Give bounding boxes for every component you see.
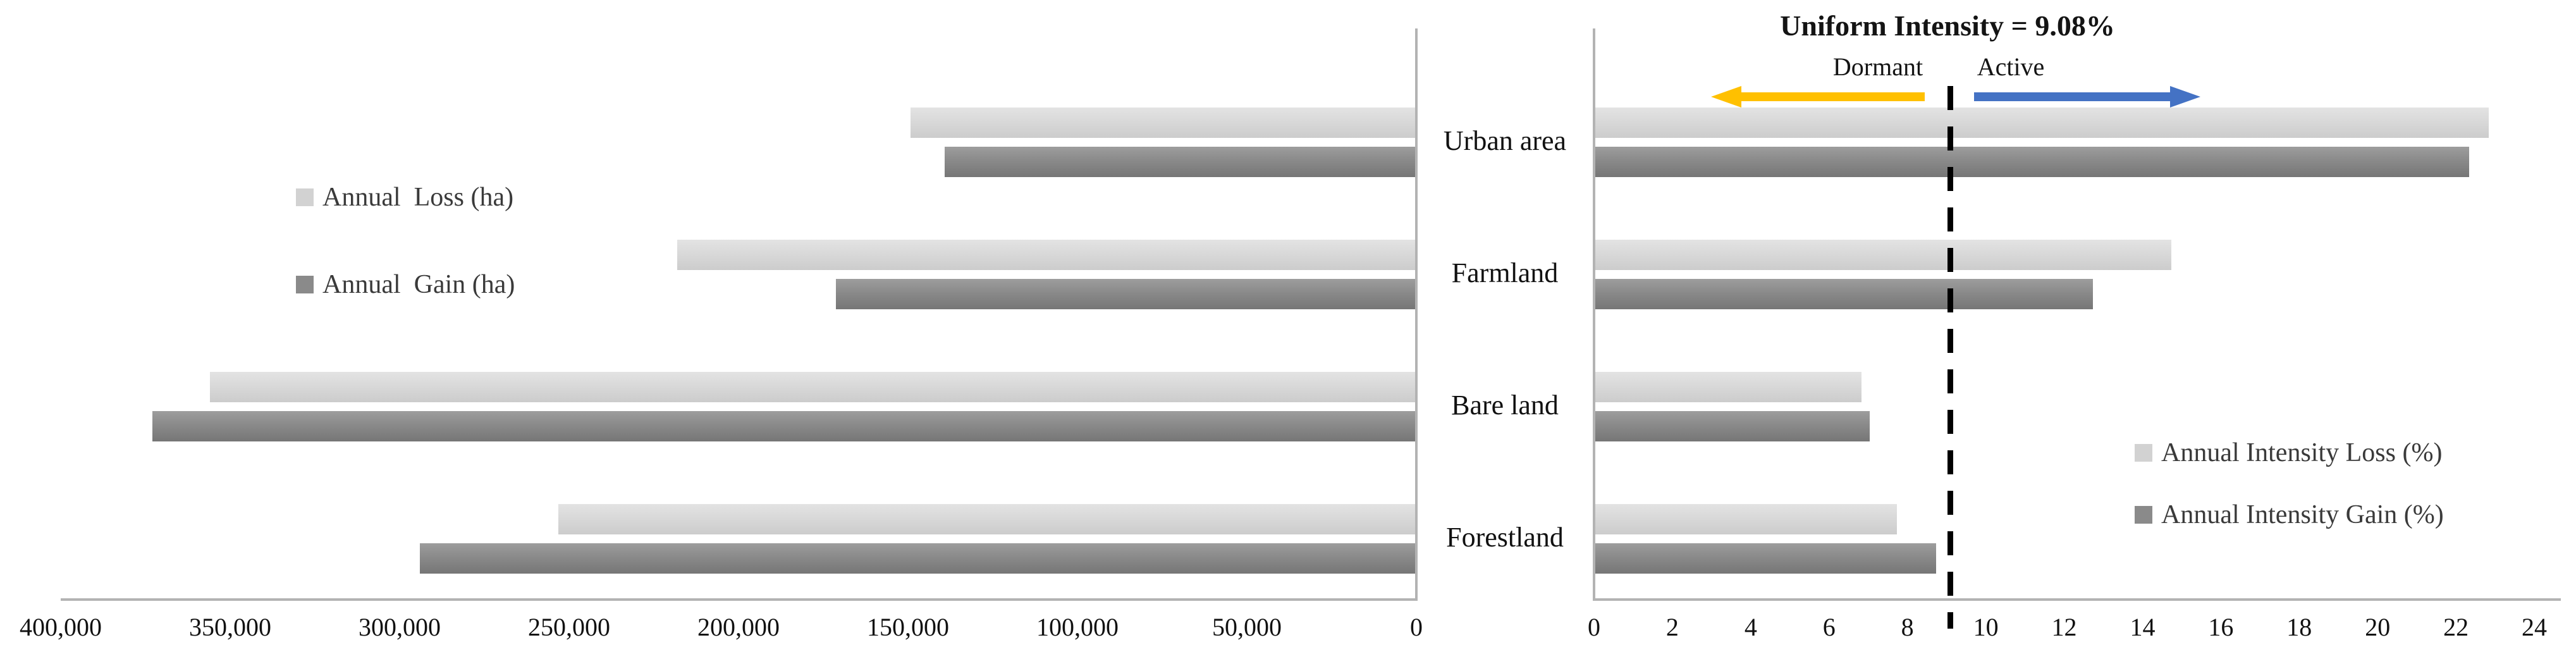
intensity-x-tick-20: 20 bbox=[2365, 613, 2391, 641]
annual-loss-swatch-icon bbox=[296, 188, 314, 206]
legend-item-intensity-gain: Annual Intensity Gain (%) bbox=[2135, 500, 2444, 530]
dormant-arrow-icon bbox=[1740, 92, 1925, 101]
bar-gain-intensity-bare-land bbox=[1595, 411, 1870, 441]
intensity-y-axis-line bbox=[1593, 28, 1595, 601]
area-x-tick-0: 0 bbox=[1410, 613, 1423, 641]
bar-gain-intensity-urban-area bbox=[1595, 147, 2469, 177]
annual-loss-label: Annual Loss (ha) bbox=[322, 183, 514, 212]
intensity-loss-label: Annual Intensity Loss (%) bbox=[2161, 438, 2443, 467]
intensity-x-tick-6: 6 bbox=[1822, 613, 1836, 641]
bar-loss-farmland bbox=[677, 240, 1415, 270]
intensity-x-tick-24: 24 bbox=[2522, 613, 2548, 641]
legend-item-annual-loss-ha: Annual Loss (ha) bbox=[296, 182, 513, 212]
intensity-x-tick-4: 4 bbox=[1744, 613, 1757, 641]
intensity-gain-label: Annual Intensity Gain (%) bbox=[2161, 500, 2444, 529]
intensity-x-tick-12: 12 bbox=[2051, 613, 2077, 641]
intensity-x-tick-0: 0 bbox=[1588, 613, 1600, 641]
bar-gain-urban-area bbox=[944, 147, 1415, 177]
area-x-tick-200-000: 200,000 bbox=[697, 613, 780, 641]
intensity-gain-swatch-icon bbox=[2135, 506, 2152, 524]
active-zone-label: Active bbox=[1977, 52, 2045, 81]
bar-loss-bare-land bbox=[209, 372, 1415, 402]
bar-gain-intensity-farmland bbox=[1595, 279, 2093, 309]
annual-gain-swatch-icon bbox=[296, 276, 314, 293]
active-arrow-icon bbox=[1974, 92, 2170, 101]
bar-gain-intensity-forestland bbox=[1595, 543, 1937, 574]
intensity-x-tick-8: 8 bbox=[1901, 613, 1914, 641]
bar-loss-intensity-farmland bbox=[1595, 240, 2171, 270]
bar-gain-farmland bbox=[836, 279, 1415, 309]
category-label-forestland: Forestland bbox=[1446, 522, 1564, 553]
bar-loss-urban-area bbox=[911, 108, 1415, 138]
bar-gain-forestland bbox=[419, 543, 1415, 574]
area-x-tick-400-000: 400,000 bbox=[20, 613, 102, 641]
category-label-bare-land: Bare land bbox=[1451, 390, 1559, 421]
intensity-loss-swatch-icon bbox=[2135, 444, 2152, 462]
annual-gain-label: Annual Gain (ha) bbox=[322, 270, 515, 299]
area-x-tick-150-000: 150,000 bbox=[867, 613, 949, 641]
legend-item-annual-gain-ha: Annual Gain (ha) bbox=[296, 269, 515, 300]
dormant-zone-label: Dormant bbox=[1832, 52, 1923, 81]
area-right-boundary-line bbox=[1415, 28, 1418, 601]
intensity-x-tick-10: 10 bbox=[1973, 613, 1999, 641]
area-x-tick-300-000: 300,000 bbox=[359, 613, 441, 641]
bar-loss-intensity-urban-area bbox=[1595, 108, 2489, 138]
area-x-tick-50-000: 50,000 bbox=[1212, 613, 1282, 641]
intensity-x-tick-2: 2 bbox=[1665, 613, 1679, 641]
uniform-intensity-dashed-line bbox=[1947, 86, 1953, 629]
category-label-urban-area: Urban area bbox=[1443, 125, 1567, 156]
uniform-intensity-title: Uniform Intensity = 9.08% bbox=[1780, 9, 2115, 42]
intensity-x-axis-line bbox=[1593, 598, 2561, 601]
bar-loss-forestland bbox=[558, 504, 1415, 534]
intensity-x-tick-18: 18 bbox=[2286, 613, 2312, 641]
bar-gain-bare-land bbox=[152, 411, 1415, 441]
intensity-x-tick-22: 22 bbox=[2443, 613, 2469, 641]
bar-loss-intensity-bare-land bbox=[1595, 372, 1862, 402]
dormant-arrow-head-icon bbox=[1711, 86, 1741, 108]
category-label-farmland: Farmland bbox=[1451, 257, 1559, 288]
active-arrow-head-icon bbox=[2170, 86, 2200, 108]
area-x-axis-line bbox=[61, 598, 1418, 601]
intensity-x-tick-16: 16 bbox=[2208, 613, 2234, 641]
intensity-x-tick-14: 14 bbox=[2130, 613, 2156, 641]
area-x-tick-350-000: 350,000 bbox=[189, 613, 271, 641]
bar-loss-intensity-forestland bbox=[1595, 504, 1898, 534]
legend-item-intensity-loss: Annual Intensity Loss (%) bbox=[2135, 438, 2442, 468]
area-x-tick-100-000: 100,000 bbox=[1036, 613, 1119, 641]
area-x-tick-250-000: 250,000 bbox=[528, 613, 610, 641]
